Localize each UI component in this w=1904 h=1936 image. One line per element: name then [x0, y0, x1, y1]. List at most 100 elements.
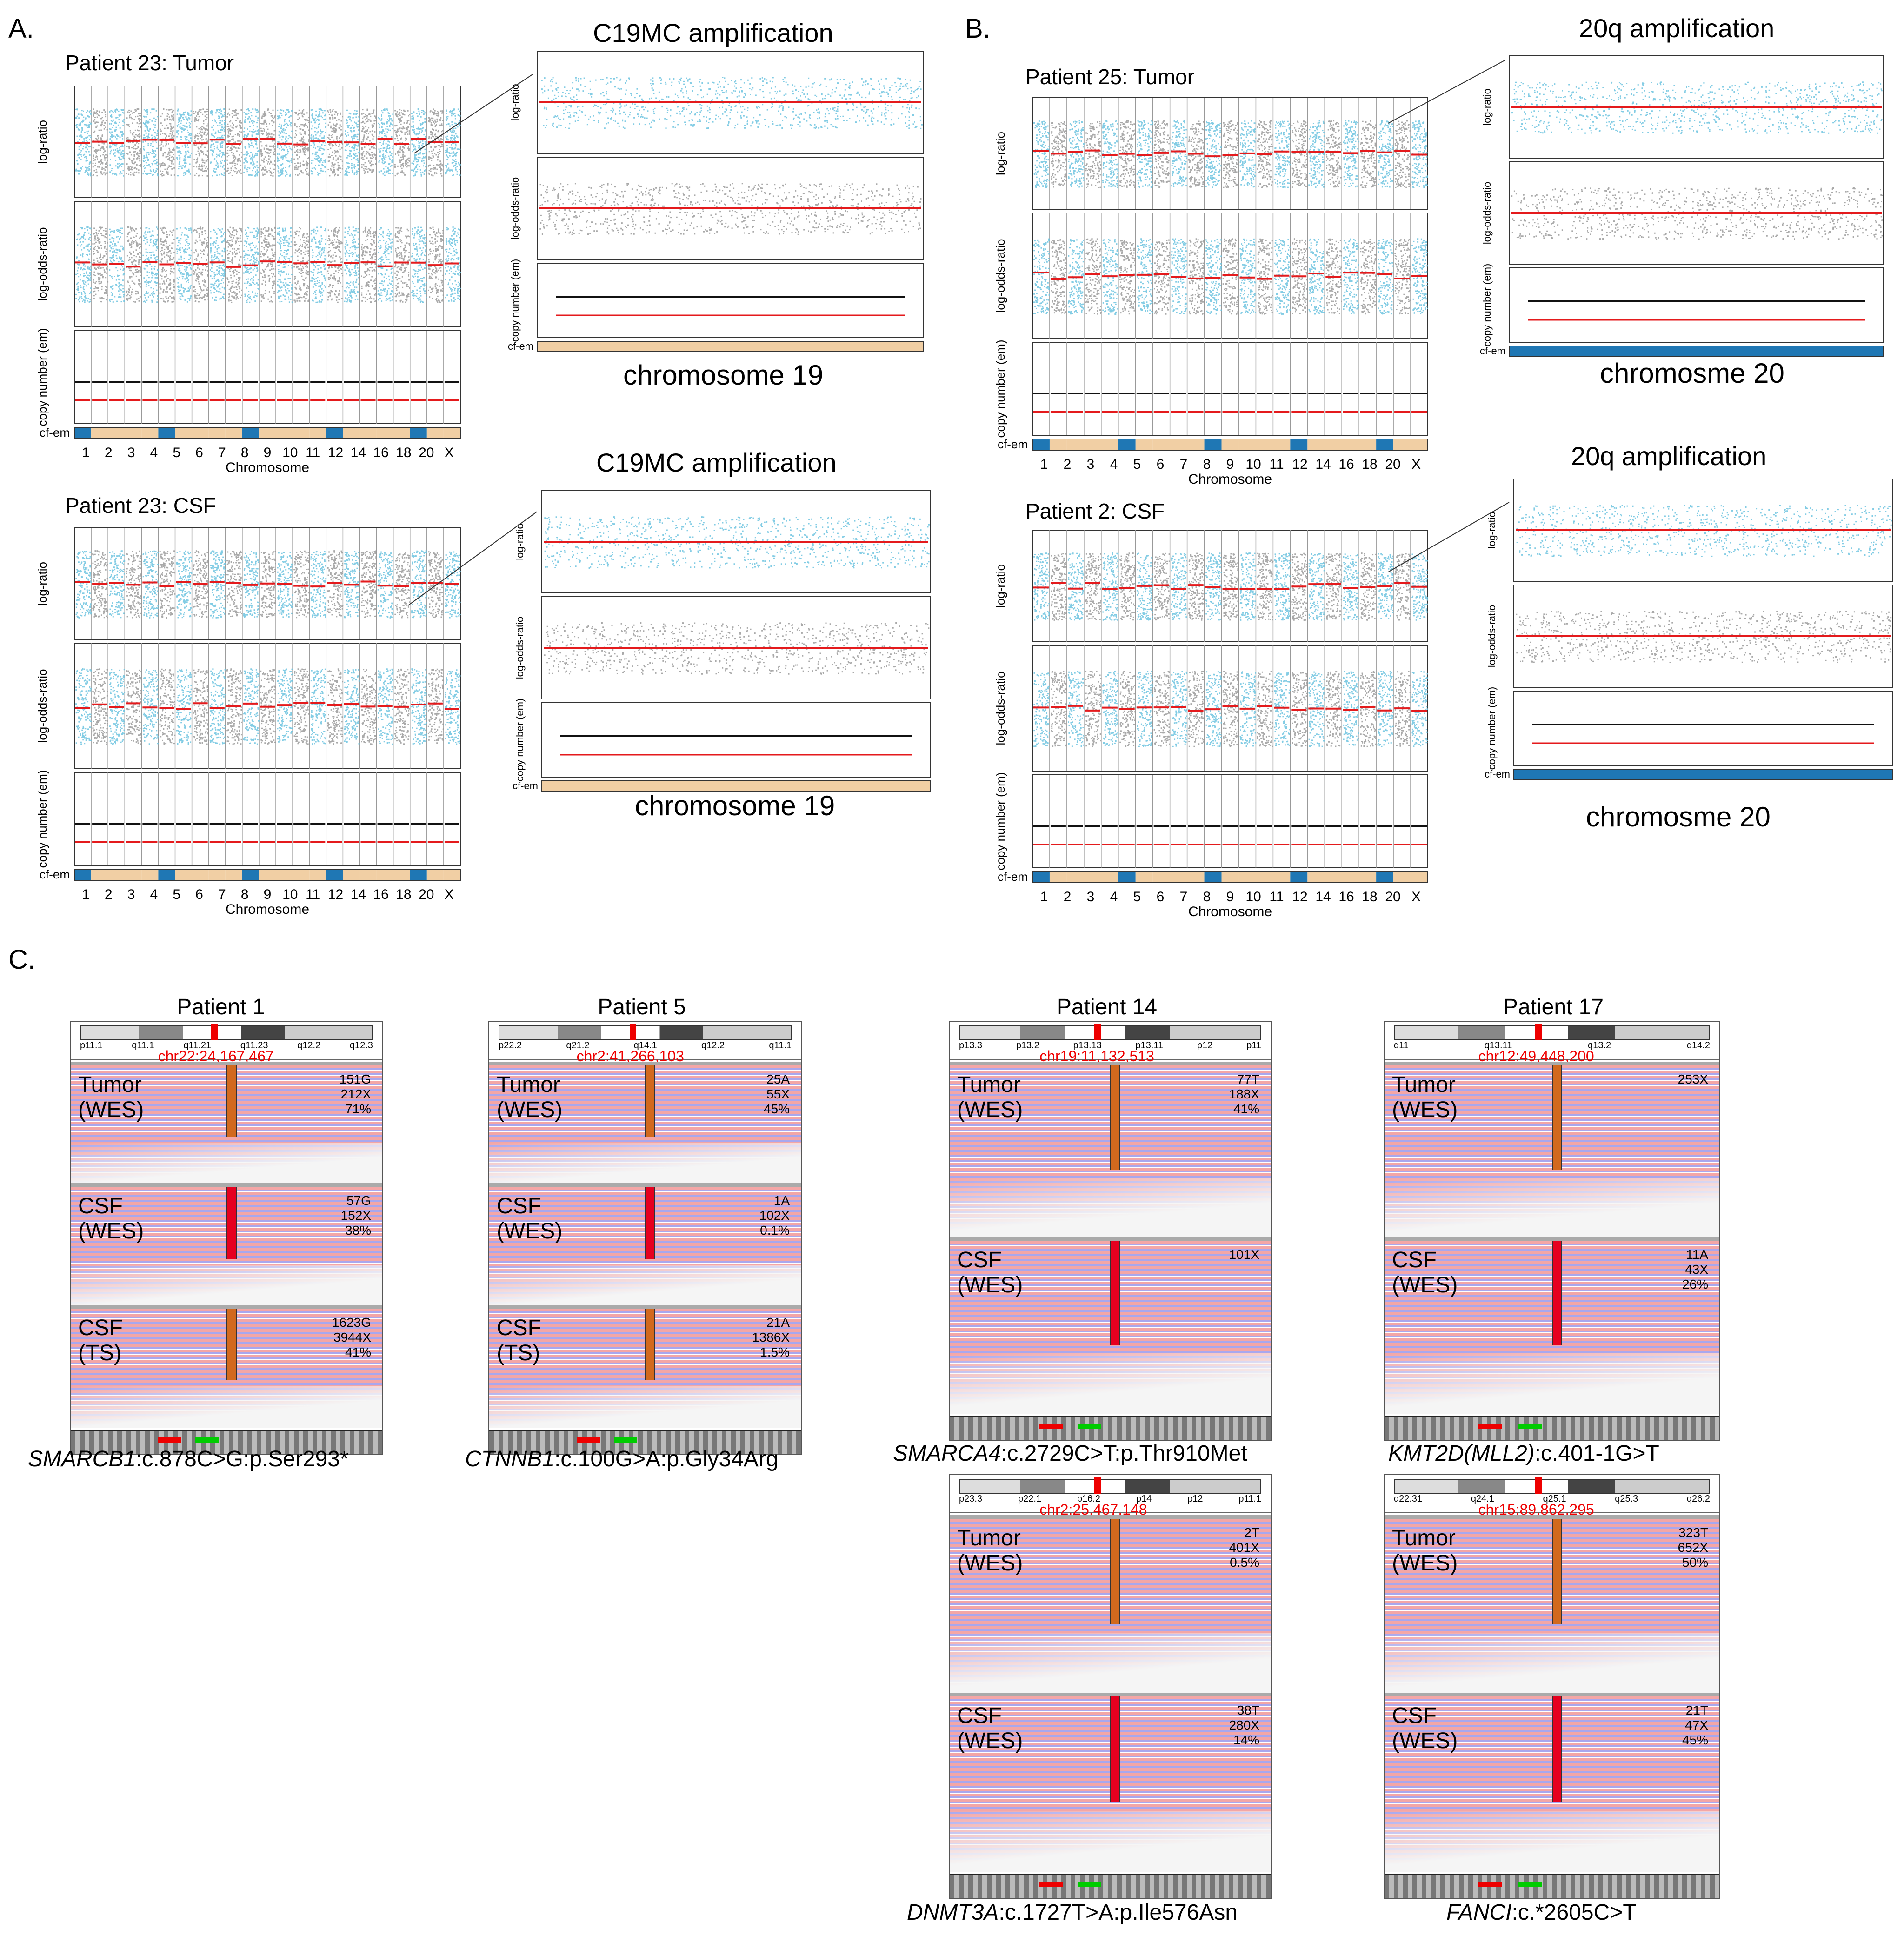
cfem-segment [91, 869, 108, 880]
scatter-points [1411, 553, 1428, 621]
zoom-axis-b2: chromosme 20 [1586, 801, 1771, 832]
scatter-points [1239, 238, 1256, 314]
cfem-segment [158, 869, 175, 880]
variant-column [1110, 1696, 1120, 1802]
cfem-label: cf-em [998, 870, 1028, 884]
scatter-points [1274, 239, 1291, 315]
scatter-points [293, 227, 310, 303]
read-stat: 323T [1678, 1525, 1708, 1540]
scatter-points [193, 226, 209, 303]
read-stat: 253X [1678, 1072, 1708, 1086]
chrom-tick: 8 [1203, 457, 1211, 472]
track-stats: 21A 1386X 1.5% [752, 1315, 790, 1360]
chrom-tick: X [445, 445, 454, 460]
track-sample-label: CSF [1392, 1248, 1437, 1272]
cfem-segment [225, 427, 242, 439]
plot-frame [74, 86, 461, 198]
read-stat: 101X [1229, 1247, 1259, 1262]
locus-marker [1535, 1477, 1542, 1494]
igv-panel: p22.2 q21.2 q14.1 q12.2 q11.1 chr2:41,266,103… [488, 1021, 802, 1455]
zoom-plot-a1: log-ratio log-odds-ratio copy number (em)c… [508, 51, 924, 352]
track-assay-label: (WES) [78, 1219, 144, 1244]
gene-feature [1478, 1882, 1502, 1887]
chrom-tick: 18 [396, 445, 411, 460]
scatter-points [277, 109, 293, 177]
scatter-points [361, 226, 377, 303]
band-label: q13.11 [1484, 1040, 1512, 1051]
cfem-label: cf-em [40, 867, 70, 881]
scatter-points [1308, 671, 1325, 747]
read-stat: 11A [1686, 1247, 1708, 1262]
scatter-points [1274, 672, 1291, 746]
scatter-points [92, 108, 108, 177]
track-fade [950, 1810, 1271, 1872]
chrom-tick: 9 [1226, 889, 1234, 905]
reference-sequence [1385, 1874, 1719, 1898]
ideogram-band-labels: p22.2 q21.2 q14.1 q12.2 q11.1 [499, 1040, 792, 1051]
read-stat: 55X [766, 1087, 790, 1101]
band-label: q25.1 [1543, 1494, 1566, 1504]
scatter-points [1378, 120, 1394, 188]
gene-feature [1039, 1882, 1063, 1887]
locus-marker [1094, 1477, 1101, 1494]
scatter-points [1222, 120, 1239, 188]
track-fade [950, 1633, 1271, 1695]
y-axis-label: log-odds-ratio [993, 239, 1007, 313]
gene-feature [1039, 1424, 1063, 1429]
genome-plot-b1: log-ratio log-odds-ratio copy number (em)c… [993, 97, 1428, 487]
cfem-frame [74, 427, 461, 439]
scatter-points [109, 550, 126, 619]
chrom-tick: 4 [1110, 889, 1118, 905]
gene-feature [1078, 1882, 1101, 1887]
scatter-points [1067, 671, 1085, 747]
connector-line [1388, 502, 1510, 572]
cfem-segment [1152, 872, 1170, 883]
scatter-points [1153, 120, 1171, 188]
alignment-track: CSF (WES) 21T 47X 45% [1385, 1693, 1719, 1872]
scatter-points [1051, 239, 1067, 314]
gene-name: CTNNB1 [465, 1447, 555, 1471]
chrom-tick: 18 [1362, 889, 1377, 905]
cfem-segment [1135, 439, 1153, 450]
chrom-tick: 10 [282, 445, 298, 460]
scatter-points [1291, 120, 1308, 188]
read-stat: 14% [1233, 1733, 1259, 1747]
cfem-segment [1049, 439, 1067, 450]
connector-line [409, 511, 538, 605]
scatter-points [394, 552, 411, 619]
zoom-axis-a1: chromosome 19 [623, 359, 824, 391]
track-sample-label: Tumor [497, 1072, 560, 1097]
read-stat: 47X [1685, 1718, 1708, 1732]
gene-feature [158, 1437, 181, 1443]
chrom-tick: 11 [306, 445, 320, 460]
band-label: p11.1 [80, 1040, 103, 1051]
read-stat: 152X [340, 1208, 371, 1223]
scatter-points [411, 550, 427, 619]
scatter-points [92, 226, 109, 303]
track-sample-label: CSF [78, 1315, 123, 1340]
igv-panel: p23.3 p22.1 p16.2 p14 p12 p11.1 chr2:25,467,14… [949, 1474, 1272, 1899]
track-assay-label: (WES) [957, 1098, 1023, 1122]
scatter-points [344, 226, 360, 303]
track-fade [1385, 1178, 1719, 1239]
scatter-points [92, 668, 108, 745]
alignment-track: CSF (WES) 101X [950, 1237, 1271, 1414]
plot-frame [1513, 691, 1893, 766]
scatter-points [1257, 238, 1273, 315]
scatter-points [209, 228, 226, 301]
scatter-points [159, 108, 175, 177]
ideogram-band-labels: p13.3 p13.2 p13.13 p13.11 p12 p11 [959, 1040, 1261, 1051]
track-assay-label: (WES) [1392, 1551, 1458, 1576]
chrom-tick: 2 [105, 887, 113, 902]
scatter-points [226, 550, 243, 617]
scatter-points [1377, 671, 1394, 747]
scatter-points [394, 109, 411, 177]
variant-column [1552, 1241, 1562, 1345]
chrom-tick: 4 [150, 445, 158, 460]
scatter-points [1171, 238, 1188, 314]
scatter-points [1119, 671, 1136, 747]
zoom-title-b1: 20q amplification [1579, 13, 1775, 43]
chromosome-ideogram: q22.31 q24.1 q25.1 q25.3 q26.2 chr15:89,862,2… [1385, 1475, 1719, 1518]
scatter-points [277, 668, 293, 743]
locus-marker [1094, 1024, 1101, 1040]
